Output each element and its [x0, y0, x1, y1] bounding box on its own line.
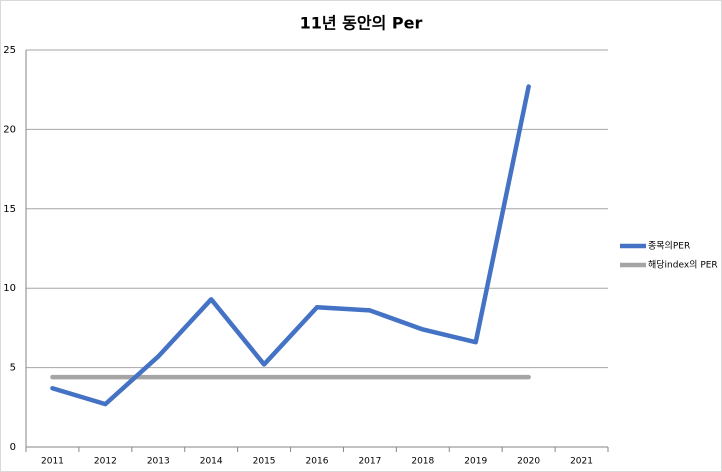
x-tick-label: 2019 [464, 457, 487, 467]
y-tick-label: 5 [10, 363, 16, 374]
x-tick-label: 2021 [570, 457, 593, 467]
y-tick-label: 20 [3, 124, 16, 135]
x-tick-label: 2018 [411, 457, 434, 467]
x-tick-label: 2020 [517, 457, 540, 467]
x-tick-label: 2017 [358, 457, 381, 467]
chart-title: 11년 동안의 Per [300, 14, 423, 33]
x-tick-label: 2012 [94, 457, 117, 467]
y-tick-label: 0 [10, 442, 16, 453]
x-tick-label: 2015 [253, 457, 276, 467]
legend-label: 해당index의 PER [648, 260, 718, 271]
y-tick-label: 25 [3, 45, 16, 56]
y-tick-label: 10 [3, 283, 16, 294]
x-tick-label: 2011 [41, 457, 64, 467]
x-tick-label: 2014 [200, 457, 223, 467]
series-line [50, 84, 531, 407]
legend-label: 종목의PER [648, 241, 690, 252]
y-tick-label: 15 [3, 204, 16, 215]
x-tick-label: 2013 [147, 457, 170, 467]
x-tick-label: 2016 [306, 457, 329, 467]
